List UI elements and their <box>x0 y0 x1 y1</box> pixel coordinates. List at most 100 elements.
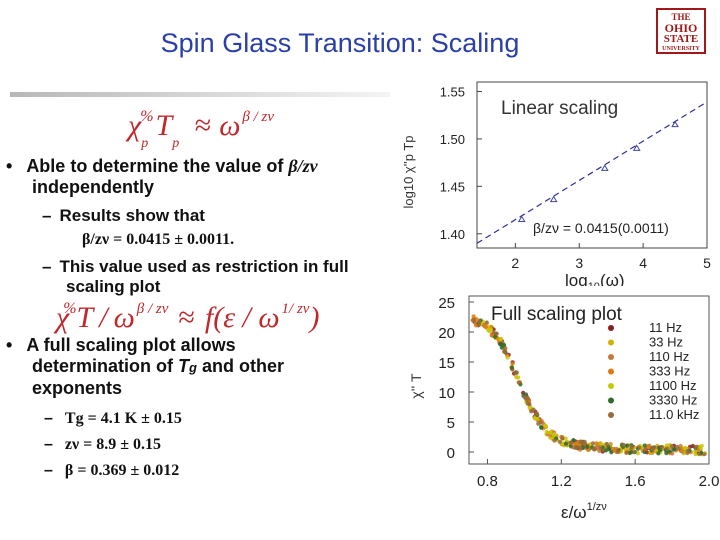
scaling-point <box>598 445 603 450</box>
scaling-point <box>568 440 573 445</box>
scaling-point <box>486 328 491 333</box>
x-tick-label: 3 <box>575 255 583 271</box>
result-tg: – Tg = 4.1 K ± 0.15 <box>44 410 182 427</box>
x-tick-label: 0.8 <box>477 473 498 490</box>
formula-linear-scaling: χp%Tp ≈ ω β / zν <box>128 108 275 151</box>
legend-marker <box>608 383 614 389</box>
scaling-point <box>571 438 576 443</box>
scaling-point <box>590 441 596 446</box>
chart2-plot-frame <box>468 295 710 465</box>
scaling-point <box>574 442 579 447</box>
bullet-beta-independent: • Able to determine the value of β/zν ind… <box>6 156 318 197</box>
y-tick-label: 15 <box>438 355 455 372</box>
legend-label: 3330 Hz <box>649 393 697 408</box>
legend-marker <box>608 339 614 346</box>
scaling-point <box>603 448 608 453</box>
result-zv: – zν = 8.9 ± 0.15 <box>44 436 162 453</box>
data-point <box>632 144 641 151</box>
linear-scaling-chart: 2 3 4 5 1.40 1.45 1.50 1.55 Linear scaling β/z… <box>395 72 720 290</box>
scaling-point <box>585 444 590 449</box>
scaling-point <box>536 421 541 426</box>
legend-label: 1100 Hz <box>649 378 696 393</box>
scaling-point <box>525 401 530 406</box>
chart1-xlabel: log10(ω) <box>565 271 625 290</box>
scaling-point <box>578 439 583 444</box>
scaling-point <box>471 314 476 319</box>
scaling-point <box>510 361 515 366</box>
x-tick-label: 4 <box>639 255 647 271</box>
legend-marker <box>608 397 614 404</box>
scaling-point <box>651 446 656 451</box>
scaling-point <box>694 444 699 449</box>
scaling-point <box>656 451 661 456</box>
scaling-point <box>624 443 629 448</box>
y-tick-label: 1.50 <box>440 132 465 147</box>
scaling-point <box>499 345 504 350</box>
y-tick-label: 20 <box>438 325 455 342</box>
scaling-point <box>632 450 637 455</box>
scaling-point <box>625 450 630 455</box>
scaling-point <box>621 442 626 448</box>
scaling-point <box>505 355 510 360</box>
y-tick-label: 1.45 <box>440 179 465 194</box>
data-point <box>549 195 558 203</box>
fit-line <box>476 101 708 244</box>
legend-label: 110 Hz <box>649 349 689 364</box>
legend-label: 33 Hz <box>649 335 683 350</box>
scaling-point <box>498 337 503 342</box>
scaling-point <box>598 441 603 446</box>
legend-label: 11 Hz <box>649 320 682 335</box>
scaling-point <box>594 441 599 446</box>
scaling-point <box>604 442 609 447</box>
legend-label: 333 Hz <box>649 364 690 379</box>
y-tick-label: 10 <box>438 385 455 402</box>
scaling-point <box>563 436 568 441</box>
scaling-point <box>560 436 565 441</box>
scaling-point <box>509 365 515 370</box>
scaling-point <box>699 443 704 449</box>
ohio-state-logo: THE OHIO STATE UNIVERSITY <box>656 8 706 54</box>
legend-marker <box>608 368 614 375</box>
chart1-title: Linear scaling <box>501 98 618 119</box>
slide-title: Spin Glass Transition: Scaling <box>160 28 520 58</box>
scaling-point <box>597 448 602 454</box>
scaling-point <box>557 439 563 444</box>
chart2-ylabel: χ'' T <box>408 373 424 399</box>
scaling-point <box>637 445 642 450</box>
scaling-point <box>494 331 499 336</box>
beta-zv-value: β/zν = 0.0415 ± 0.0011. <box>82 231 235 248</box>
data-point <box>671 120 679 128</box>
y-tick-label: 1.55 <box>440 84 465 99</box>
scaling-point <box>516 380 521 385</box>
chart1-ylabel: log10 χ''p Tp <box>401 136 416 209</box>
scaling-point <box>578 445 583 450</box>
scaling-point <box>683 445 688 451</box>
scaling-point <box>552 438 557 443</box>
x-tick-label: 1.2 <box>551 473 572 490</box>
scaling-point <box>484 320 489 325</box>
sub-results: – Results show that <box>42 206 205 225</box>
full-scaling-chart: 0.8 1.2 1.6 2.0 0 5 10 15 20 25 Full scaling plo… <box>395 286 720 540</box>
scaling-point <box>531 407 536 412</box>
scaling-point <box>671 447 676 452</box>
scaling-point <box>476 322 481 328</box>
result-beta: – β = 0.369 ± 0.012 <box>44 462 180 479</box>
legend-label: 11.0 kHz <box>649 407 699 422</box>
scaling-point <box>677 446 682 451</box>
legend-marker <box>608 412 614 418</box>
x-tick-label: 2 <box>511 255 519 271</box>
scaling-point <box>615 449 621 454</box>
chart2-xlabel: ε/ω1/zν <box>561 501 607 522</box>
chart1-annotation: β/zν = 0.0415(0.0011) <box>533 220 669 236</box>
chart2-title: Full scaling plot <box>491 304 623 325</box>
bullet-full-scaling: • A full scaling plot allows determinatio… <box>6 335 284 398</box>
scaling-point <box>571 445 576 450</box>
scaling-point <box>659 445 664 450</box>
data-point <box>517 215 526 223</box>
scaling-point <box>693 452 698 457</box>
formula-full-scaling: χ%T / ω β / zν ≈ f(ε / ω 1/ zν) <box>56 300 320 334</box>
scaling-point <box>665 446 670 451</box>
scaling-point <box>702 452 707 457</box>
title-divider <box>10 92 390 97</box>
scaling-point <box>643 447 648 452</box>
